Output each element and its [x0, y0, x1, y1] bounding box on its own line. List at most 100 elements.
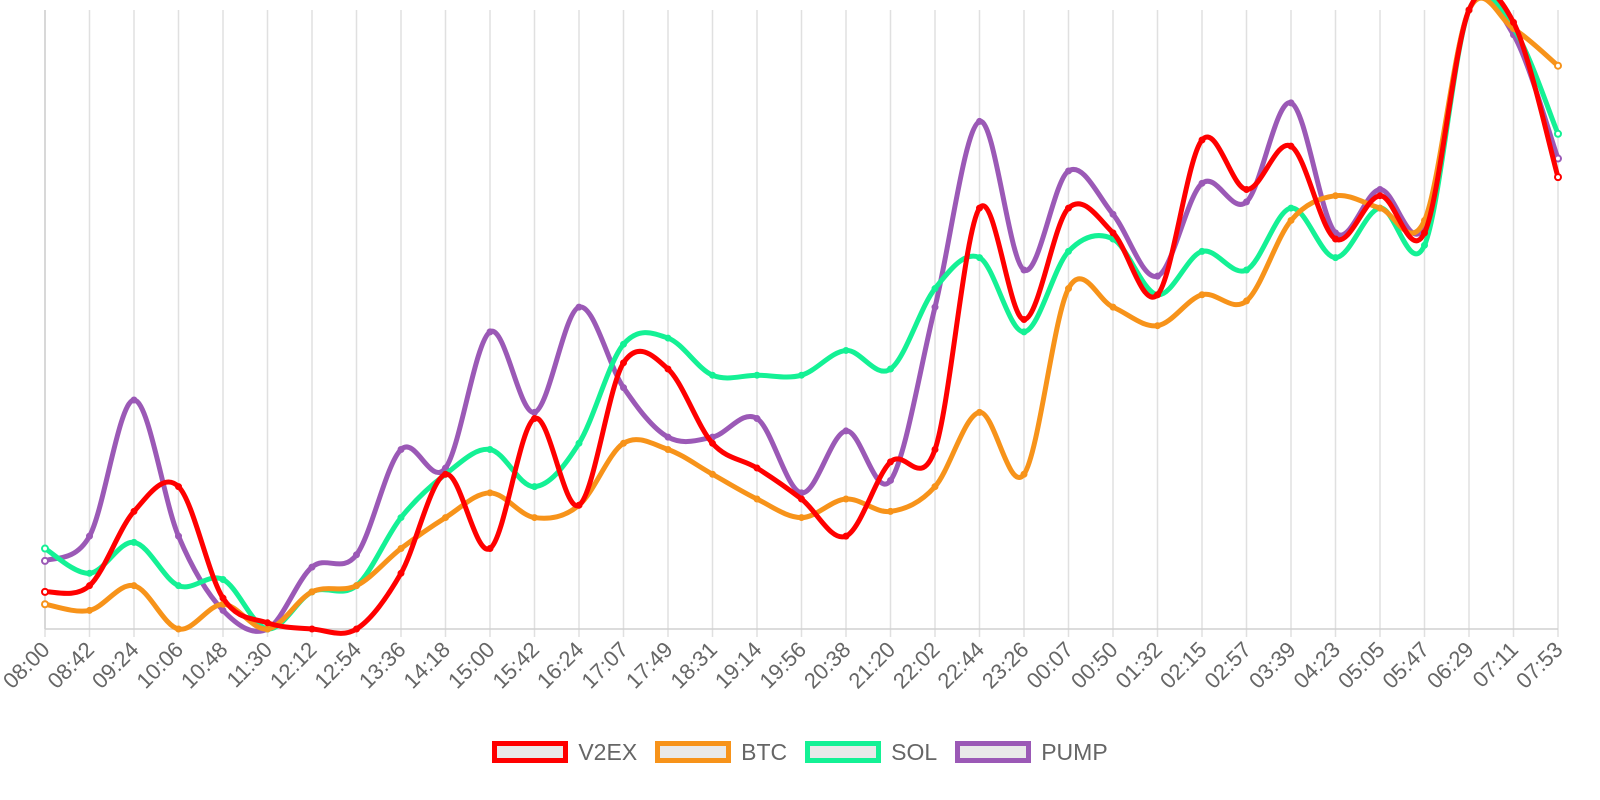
data-point[interactable]: [1332, 235, 1339, 243]
data-point[interactable]: [1332, 254, 1339, 262]
data-point[interactable]: [531, 415, 538, 423]
data-point[interactable]: [709, 470, 716, 478]
data-point[interactable]: [1198, 179, 1206, 187]
data-point[interactable]: [842, 495, 850, 503]
data-point[interactable]: [664, 365, 672, 373]
data-point[interactable]: [1154, 291, 1161, 299]
data-point[interactable]: [175, 625, 182, 633]
data-point[interactable]: [976, 408, 983, 416]
data-point[interactable]: [1465, 6, 1473, 14]
data-point[interactable]: [486, 445, 494, 453]
data-point[interactable]: [1554, 129, 1562, 138]
data-point[interactable]: [130, 582, 138, 590]
data-point[interactable]: [1332, 229, 1339, 237]
data-point[interactable]: [753, 415, 761, 423]
data-point[interactable]: [175, 483, 182, 491]
data-point[interactable]: [1065, 167, 1072, 175]
legend-item-v2ex[interactable]: V2EX: [492, 739, 637, 766]
data-point[interactable]: [931, 483, 939, 491]
data-point[interactable]: [976, 117, 983, 125]
data-point[interactable]: [1243, 266, 1250, 274]
data-point[interactable]: [1020, 328, 1028, 336]
data-point[interactable]: [1020, 316, 1028, 323]
data-point[interactable]: [931, 303, 939, 311]
data-point[interactable]: [575, 439, 583, 447]
data-point[interactable]: [1065, 247, 1072, 255]
data-point[interactable]: [1421, 229, 1428, 237]
data-point[interactable]: [442, 514, 449, 522]
data-point[interactable]: [1554, 61, 1562, 70]
data-point[interactable]: [1243, 198, 1250, 206]
data-point[interactable]: [1154, 272, 1161, 280]
data-point[interactable]: [887, 476, 894, 484]
data-point[interactable]: [219, 606, 227, 614]
data-point[interactable]: [931, 285, 939, 293]
data-point[interactable]: [219, 594, 227, 602]
data-point[interactable]: [887, 507, 894, 515]
data-point[interactable]: [753, 495, 761, 503]
data-point[interactable]: [175, 582, 182, 590]
data-point[interactable]: [1376, 186, 1384, 194]
data-point[interactable]: [842, 427, 850, 435]
legend-item-sol[interactable]: SOL: [805, 739, 937, 766]
data-point[interactable]: [175, 532, 182, 540]
data-point[interactable]: [931, 445, 939, 453]
data-point[interactable]: [264, 625, 271, 633]
data-point[interactable]: [86, 532, 93, 540]
data-point[interactable]: [620, 384, 627, 392]
data-point[interactable]: [753, 371, 761, 379]
data-point[interactable]: [531, 408, 538, 416]
data-point[interactable]: [442, 464, 449, 472]
data-point[interactable]: [442, 470, 449, 478]
data-point[interactable]: [41, 600, 49, 609]
data-point[interactable]: [620, 359, 627, 367]
data-point[interactable]: [1020, 266, 1028, 274]
data-point[interactable]: [798, 495, 805, 503]
data-point[interactable]: [575, 501, 583, 509]
data-point[interactable]: [41, 587, 49, 596]
data-point[interactable]: [664, 445, 672, 453]
data-point[interactable]: [575, 303, 583, 311]
data-point[interactable]: [86, 606, 93, 614]
data-point[interactable]: [308, 563, 316, 571]
data-point[interactable]: [976, 254, 983, 262]
data-point[interactable]: [486, 545, 494, 553]
data-point[interactable]: [397, 514, 405, 522]
data-point[interactable]: [531, 514, 538, 522]
data-point[interactable]: [1198, 291, 1206, 299]
data-point[interactable]: [130, 507, 138, 515]
data-point[interactable]: [1109, 229, 1117, 237]
data-point[interactable]: [709, 371, 716, 379]
data-point[interactable]: [1287, 99, 1295, 107]
data-point[interactable]: [1154, 322, 1161, 330]
data-point[interactable]: [531, 483, 538, 491]
data-point[interactable]: [709, 439, 716, 447]
data-point[interactable]: [308, 588, 316, 596]
data-point[interactable]: [842, 532, 850, 540]
data-point[interactable]: [264, 619, 271, 627]
data-point[interactable]: [1287, 142, 1295, 150]
data-point[interactable]: [887, 365, 894, 373]
data-point[interactable]: [1376, 204, 1384, 212]
data-point[interactable]: [1109, 210, 1117, 218]
data-point[interactable]: [41, 544, 49, 553]
data-point[interactable]: [798, 514, 805, 522]
data-point[interactable]: [798, 371, 805, 379]
data-point[interactable]: [1554, 173, 1562, 182]
data-point[interactable]: [86, 569, 93, 577]
data-point[interactable]: [1287, 204, 1295, 212]
series-line-v2ex[interactable]: [42, 0, 1561, 636]
data-point[interactable]: [1109, 303, 1117, 311]
legend-item-pump[interactable]: PUMP: [955, 739, 1108, 766]
data-point[interactable]: [753, 464, 761, 472]
data-point[interactable]: [1198, 136, 1206, 144]
data-point[interactable]: [1376, 192, 1384, 200]
data-point[interactable]: [86, 582, 93, 590]
data-point[interactable]: [486, 328, 494, 336]
data-point[interactable]: [1065, 204, 1072, 212]
data-point[interactable]: [664, 334, 672, 342]
data-point[interactable]: [1332, 192, 1339, 200]
data-point[interactable]: [1243, 297, 1250, 305]
data-point[interactable]: [620, 439, 627, 447]
data-point[interactable]: [130, 396, 138, 404]
